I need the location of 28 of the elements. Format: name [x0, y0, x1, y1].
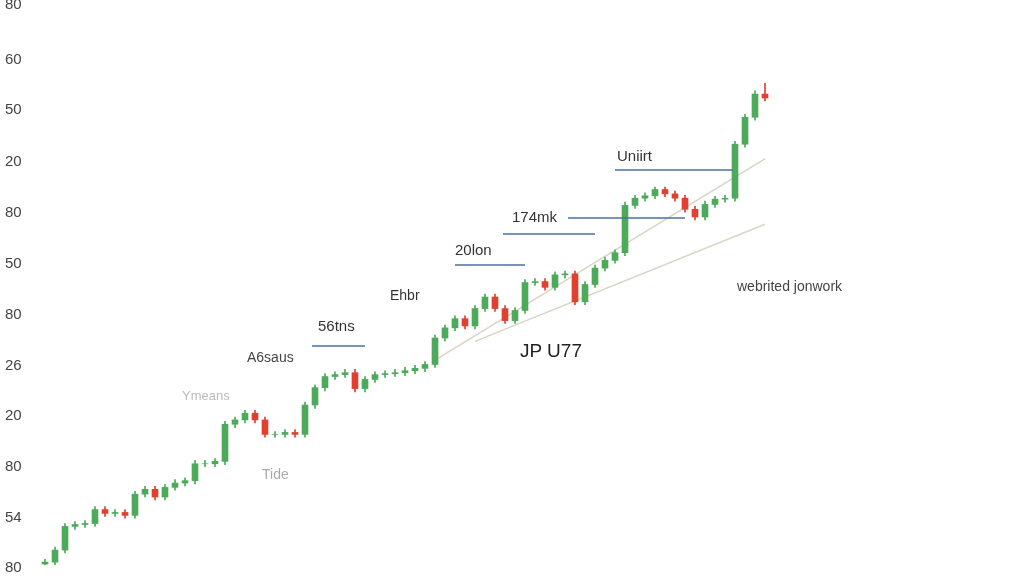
annotation: 20lon: [455, 241, 492, 259]
text: 50: [5, 100, 22, 118]
text: 50: [5, 254, 22, 272]
candlestick: [391, 368, 399, 377]
annotation: Tide: [262, 465, 289, 482]
candlestick: [111, 509, 119, 517]
candlestick: [81, 520, 89, 528]
text: 80: [5, 305, 22, 323]
annotation: Ehbr: [390, 286, 420, 303]
text: 20: [5, 152, 22, 170]
candlestick: [381, 370, 389, 378]
text: 80: [5, 457, 22, 475]
candlestick: [531, 278, 539, 286]
annotation: A6saus: [247, 348, 294, 365]
text: 26: [5, 356, 22, 374]
candlestick: [201, 460, 209, 467]
text: 20: [5, 406, 22, 424]
annotation: Uniirt: [617, 147, 653, 165]
annotation: 56tns: [318, 317, 355, 335]
text: 60: [5, 50, 22, 68]
text: 80: [5, 558, 22, 576]
annotation: Ymeans: [182, 387, 231, 403]
annotation: webrited jonwork: [736, 277, 844, 294]
annotation: JP U77: [520, 340, 582, 362]
text: 80: [5, 203, 22, 221]
annotation: 174mk: [512, 208, 558, 226]
candlestick: [271, 431, 279, 438]
text: 54: [5, 508, 22, 526]
